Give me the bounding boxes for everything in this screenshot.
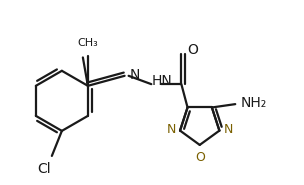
Text: N: N (223, 123, 233, 137)
Text: CH₃: CH₃ (78, 38, 98, 48)
Text: N: N (130, 68, 140, 82)
Text: O: O (187, 43, 198, 57)
Text: O: O (195, 151, 205, 164)
Text: Cl: Cl (38, 162, 51, 176)
Text: NH₂: NH₂ (240, 96, 267, 110)
Text: HN: HN (152, 75, 173, 88)
Text: N: N (167, 123, 176, 137)
